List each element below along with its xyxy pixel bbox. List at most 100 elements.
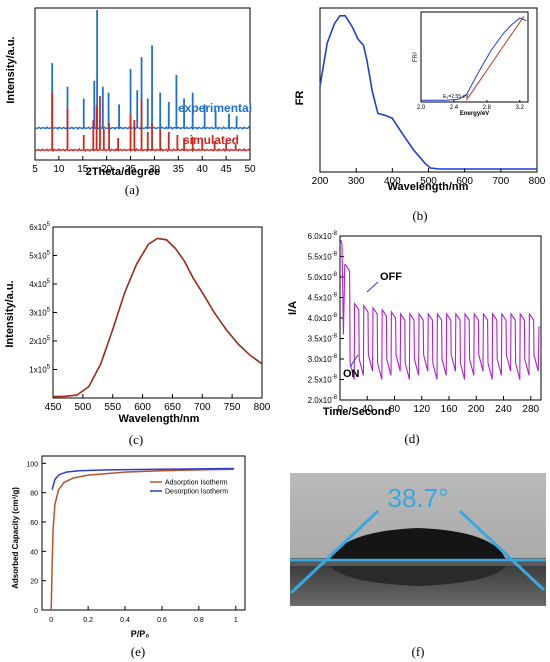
panel-c-ytick-label: 2x105 — [29, 336, 50, 346]
panel-e-caption: (e) — [131, 644, 145, 659]
inset-series-0 — [421, 17, 527, 101]
panel-e-series-1 — [51, 467, 234, 490]
panel-d-arrow-on — [349, 354, 359, 368]
panel-b-xtick-label: 600 — [456, 176, 473, 187]
panel-e-xtick-label: 0.6 — [157, 617, 167, 624]
panel-a-xtick-label: 20 — [101, 164, 113, 175]
panel-c-ytick-label: 5x105 — [29, 251, 50, 261]
panel-a-frame — [34, 7, 251, 161]
panel-b-xtick-label: 800 — [529, 176, 546, 187]
inset-ylabel: FR² — [413, 52, 419, 62]
panel-b-xtick-label: 200 — [312, 176, 329, 187]
panel-e-xtick-label: 0.8 — [194, 617, 204, 624]
panel-d-xtick-label: 120 — [413, 404, 430, 415]
panel-d-ytick-label: 4.0x10-8 — [308, 313, 338, 323]
inset-xtick-label: 3.2 — [516, 105, 525, 111]
panel-e-legend-label: Desorption Isotherm — [165, 489, 228, 496]
panel-c-xtick-label: 600 — [134, 402, 151, 413]
panel-d-ytick-label: 3.0x10-8 — [308, 354, 338, 364]
panel-d-xtick-label: 80 — [389, 404, 401, 415]
panel-c-xtick-label: 650 — [164, 402, 181, 413]
panel-a-xtick-label: 25 — [125, 164, 137, 175]
panel-d-ytick-label: 2.0x10-8 — [308, 395, 338, 405]
panel-d-ylabel: I/A — [287, 301, 299, 315]
tangent-line-right — [458, 509, 546, 592]
panel-e-xlabel: P/P₀ — [131, 629, 150, 639]
panel-d-xtick-label: 200 — [468, 404, 485, 415]
panel-e-xtick-label: 0.2 — [83, 617, 93, 624]
panel-d-ytick-label: 5.0x10-8 — [308, 272, 338, 282]
panel-a-xlabel: 2Theta/degree — [86, 166, 161, 178]
panel-d-xtick-label: 280 — [522, 404, 539, 415]
panel-d-caption: (d) — [404, 431, 419, 446]
panel-e-frame — [41, 455, 246, 611]
water-droplet — [330, 528, 506, 560]
panel-e-xtick-label: 0.4 — [120, 617, 130, 624]
panel-d-xtick-label: 240 — [495, 404, 512, 415]
panel-e-ytick-label: 0 — [34, 608, 38, 615]
contact-angle-label: 38.7° — [387, 483, 448, 513]
panel-c-ytick-label: 4x105 — [29, 279, 50, 289]
panel-b-xtick-label: 400 — [384, 176, 401, 187]
panel-b-caption: (b) — [412, 208, 427, 223]
panel-e-ylabel: Adsorbed Capacity (cm³/g) — [11, 487, 20, 589]
tangent-line-left — [289, 509, 380, 595]
panel-b-series-line — [319, 15, 537, 170]
panel-c-series-line — [52, 237, 263, 398]
panel-a-xtick-label: 50 — [244, 164, 256, 175]
panel-a-caption: (a) — [125, 182, 139, 197]
panel-c-xtick-label: 800 — [254, 402, 271, 413]
panel-c-xtick-label: 450 — [45, 402, 62, 413]
panel-c-xtick-label: 500 — [75, 402, 92, 413]
panel-b-ylabel: FR — [294, 91, 306, 106]
panel-a-legend-simulated: simulated — [183, 133, 239, 147]
panel-c-plot: 450 500 550 600 650 700 750 800 1x105 2x105 3x105 4… — [29, 222, 270, 413]
panel-e-isotherm: 0 0.2 0.4 0.6 0.8 1 0 20 40 60 80 100 Adsorption Iso… — [11, 455, 246, 659]
panel-a-xtick-label: 35 — [173, 164, 185, 175]
panel-b-reflectance: 200 300 400 500 600 700 800 Wavelength/nm FR (… — [294, 7, 546, 223]
panel-b-xtick-label: 700 — [492, 176, 509, 187]
panel-f-contact-angle-photo: 38.7° (f) — [289, 473, 546, 659]
inset-xtick-label: 2.4 — [450, 105, 459, 111]
panel-e-xtick-label: 1 — [234, 617, 238, 624]
panel-c-xlabel: Wavelength/nm — [119, 413, 200, 425]
panel-a-xtick-label: 15 — [77, 164, 89, 175]
panel-c-photoluminescence: 450 500 550 600 650 700 750 800 1x105 2x105 3x105 4… — [4, 222, 271, 447]
panel-c-ytick-label: 6x105 — [29, 222, 50, 232]
panel-e-plot: 0 0.2 0.4 0.6 0.8 1 0 20 40 60 80 100 Adsorption Iso… — [26, 455, 246, 624]
panel-d-annotation-on: ON — [343, 368, 360, 380]
panel-d-series-line — [340, 239, 540, 380]
inset-annotation: E₉=2.55 eV — [443, 94, 469, 100]
panel-d-ytick-label: 3.5x10-8 — [308, 334, 338, 344]
substrate-top — [290, 558, 546, 566]
panel-c-ytick-label: 1x105 — [29, 365, 50, 375]
panel-e-ytick-label: 40 — [30, 549, 38, 556]
inset-xlabel: Energy/eV — [460, 111, 489, 117]
panel-c-ytick-label: 3x105 — [29, 308, 50, 318]
inset-xtick-label: 2.8 — [483, 105, 492, 111]
panel-d-annotation-off: OFF — [380, 271, 402, 283]
panel-a-ylabel: Intensity/a.u. — [5, 36, 17, 103]
panel-b-xtick-label: 500 — [420, 176, 437, 187]
panel-a-xtick-label: 45 — [221, 164, 233, 175]
panel-a-xtick-label: 40 — [197, 164, 209, 175]
panel-e-legend-label: Adsorption Isotherm — [165, 480, 228, 487]
panel-d-plot: 0 40 80 120 160 200 240 280 2.0x10-8 2.5x10-8 3.0x… — [308, 231, 542, 415]
panel-c-frame — [52, 226, 263, 399]
panel-e-series-0 — [50, 468, 234, 611]
inset-series-1 — [465, 16, 525, 101]
panel-d-ytick-label: 2.5x10-8 — [308, 375, 338, 385]
droplet-reflection — [330, 566, 506, 586]
panel-a-xtick-label: 10 — [53, 164, 65, 175]
panel-d-xtick-label: 0 — [337, 404, 343, 415]
panel-e-ytick-label: 100 — [26, 461, 38, 468]
panel-c-xtick-label: 700 — [194, 402, 211, 413]
panel-b-xlabel: Wavelength/nm — [388, 181, 469, 193]
panel-d-arrow-off — [366, 281, 379, 293]
panel-f-caption: (f) — [412, 644, 425, 659]
panel-c-ylabel: Intensity/a.u. — [4, 280, 16, 347]
panel-a-xrd: 5 10 15 20 25 30 35 40 45 50 experimental simulated… — [5, 7, 256, 197]
panel-c-xtick-label: 750 — [224, 402, 241, 413]
panel-c-xtick-label: 550 — [104, 402, 121, 413]
